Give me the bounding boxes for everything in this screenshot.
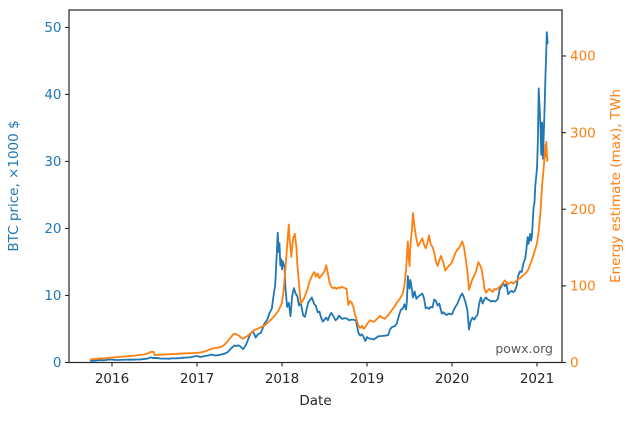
y-left-tick-label: 10 [44,288,61,304]
y-left-tick-label: 30 [44,154,61,170]
y-right-tick-label: 100 [570,279,596,295]
x-tick-label: 2017 [180,371,214,387]
y-left-tick-label: 50 [44,20,61,36]
x-tick-label: 2018 [265,371,299,387]
y-left-tick-label: 40 [44,87,61,103]
series-lines [89,31,549,362]
y-right-tick-label: 400 [570,49,596,65]
x-tick-label: 2020 [435,371,469,387]
x-axis-ticks: 2016 2017 2018 2019 2020 2021 [95,362,554,387]
y-right-tick-label: 300 [570,125,596,141]
y-right-tick-label: 0 [570,355,579,371]
right-axis-ticks: 0 100 200 300 400 [562,49,596,371]
x-tick-label: 2016 [95,371,129,387]
y-left-tick-label: 20 [44,221,61,237]
y-axis-title-left: BTC price, ×1000 $ [6,120,22,251]
watermark: powx.org [495,341,553,356]
left-axis-ticks: 0 10 20 30 40 50 [44,20,69,371]
y-axis-title-right: Energy estimate (max), TWh [608,89,624,283]
y-left-tick-label: 0 [53,355,62,371]
plot-border [68,9,563,364]
energy-estimate-line [89,140,549,361]
y-right-tick-label: 200 [570,202,596,218]
x-tick-label: 2021 [520,371,554,387]
x-tick-label: 2019 [350,371,384,387]
x-axis-title: Date [299,393,331,409]
